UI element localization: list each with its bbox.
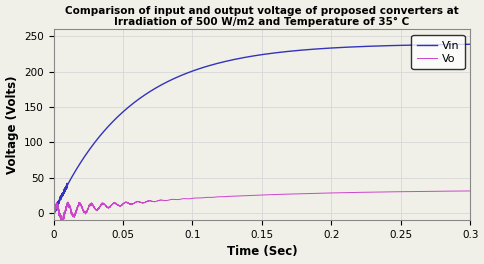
Y-axis label: Voltage (Volts): Voltage (Volts) bbox=[5, 76, 18, 174]
Vo bbox=[464, 189, 470, 192]
Vin bbox=[51, 210, 57, 213]
Vo bbox=[148, 199, 153, 202]
Vo bbox=[467, 189, 473, 192]
Vo bbox=[150, 200, 155, 203]
Vin bbox=[148, 90, 153, 93]
Vin bbox=[51, 212, 57, 215]
Title: Comparison of input and output voltage of proposed converters at
Irradiation of : Comparison of input and output voltage o… bbox=[65, 6, 459, 27]
Vin bbox=[464, 43, 470, 46]
Line: Vin: Vin bbox=[54, 44, 470, 214]
X-axis label: Time (Sec): Time (Sec) bbox=[227, 246, 297, 258]
Vin bbox=[208, 64, 213, 67]
Line: Vo: Vo bbox=[54, 191, 470, 224]
Vin bbox=[150, 88, 155, 92]
Vo bbox=[208, 196, 213, 199]
Legend: Vin, Vo: Vin, Vo bbox=[411, 35, 465, 69]
Vo bbox=[237, 194, 243, 197]
Vin bbox=[152, 87, 158, 90]
Vin bbox=[238, 57, 243, 60]
Vo bbox=[152, 200, 158, 203]
Vin bbox=[467, 43, 473, 46]
Vo bbox=[51, 222, 57, 225]
